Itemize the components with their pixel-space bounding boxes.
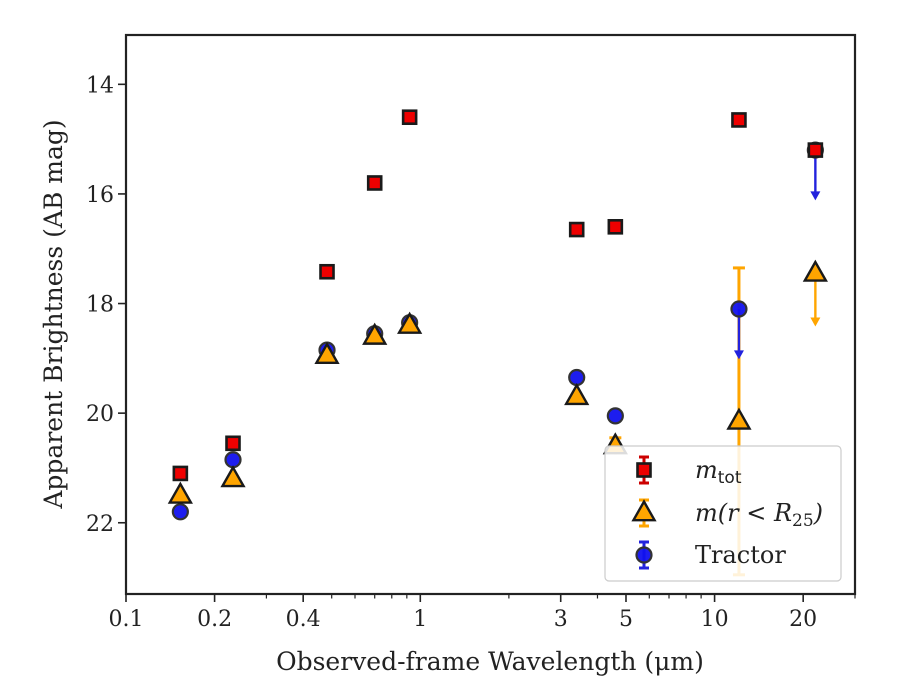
x-tick-label: 20	[789, 607, 817, 632]
data-point-square	[319, 263, 335, 280]
x-tick-label: 10	[701, 607, 729, 632]
x-tick-label: 0.2	[197, 607, 232, 632]
axis-ticks: 0.1 0.2 0.4 1 3 5 10 20 14 16 18 20 22	[86, 73, 856, 632]
data-point-triangle	[314, 341, 340, 365]
y-tick-label: 14	[86, 73, 114, 98]
data-point-square	[807, 142, 824, 158]
x-tick-label: 5	[619, 607, 633, 632]
data-point-square	[568, 221, 585, 238]
data-point-circle	[606, 407, 624, 425]
upper-limit-arrowhead	[810, 191, 821, 201]
legend: mtot m(r < R25) Tractor	[604, 445, 842, 582]
legend-label: Tractor	[695, 541, 786, 569]
legend-box	[604, 445, 842, 582]
legend-marker-triangle	[631, 499, 657, 522]
data-point-triangle	[220, 465, 246, 488]
legend-label: mtot	[695, 456, 742, 488]
data-point-square	[366, 175, 383, 191]
x-tick-label: 1	[413, 607, 427, 632]
data-point-triangle	[397, 311, 423, 334]
upper-limit-arrowhead	[733, 350, 744, 360]
data-point-triangle	[362, 322, 388, 345]
data-point-triangle	[167, 481, 193, 504]
data-point-circle	[224, 451, 242, 469]
legend-label-main: m(r < R	[695, 499, 792, 527]
data-point-square	[731, 112, 747, 128]
y-tick-label: 22	[86, 512, 114, 537]
legend-label-main: m	[695, 456, 718, 484]
data-point-triangle	[726, 407, 752, 430]
data-point-square	[607, 219, 624, 235]
y-tick-label: 20	[86, 402, 114, 427]
data-point-square	[172, 465, 189, 482]
data-point-circle	[171, 503, 189, 521]
upper-limit-arrowhead	[810, 317, 821, 327]
legend-label-sub: 25	[792, 511, 814, 531]
data-point-circle	[568, 368, 586, 387]
data-point-square	[225, 435, 241, 452]
x-tick-label: 0.4	[286, 607, 321, 632]
legend-marker-square	[636, 462, 652, 478]
data-point-square	[401, 109, 418, 126]
y-tick-label: 16	[86, 183, 114, 208]
x-axis-label: Observed-frame Wavelength (μm)	[276, 647, 704, 676]
data-point-circle	[730, 300, 748, 318]
legend-marker-circle	[635, 546, 653, 564]
x-tick-label: 3	[554, 607, 568, 632]
y-axis-label: Apparent Brightness (AB mag)	[39, 119, 68, 509]
legend-label-sub: tot	[718, 468, 742, 488]
x-tick-label: 0.1	[109, 607, 144, 632]
y-tick-label: 18	[86, 293, 114, 318]
legend-label: m(r < R25)	[695, 499, 823, 531]
data-point-triangle	[564, 382, 590, 406]
legend-label-post: )	[813, 499, 823, 527]
data-point-triangle	[802, 259, 828, 282]
